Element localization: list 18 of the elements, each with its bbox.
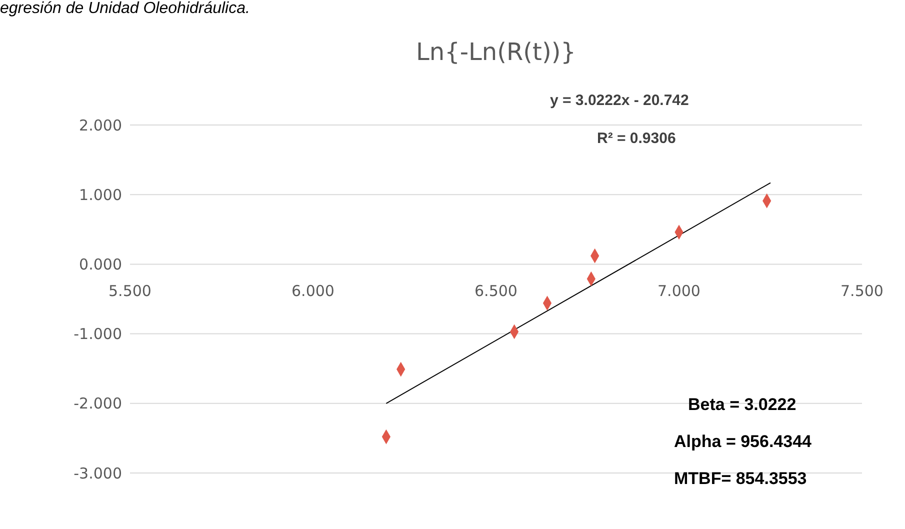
annotation: MTBF= 854.3553 (674, 469, 807, 489)
annotation: R² = 0.9306 (597, 130, 676, 147)
text: y = 3.0222x - 20.742 (550, 92, 689, 109)
y-tick-label: 0.000 (79, 256, 122, 274)
y-tick-label: -2.000 (74, 394, 122, 413)
y-tick-label: -3.000 (74, 464, 122, 482)
x-tick-label: 6.500 (474, 282, 518, 300)
annotation: Alpha = 956.4344 (674, 432, 812, 452)
y-tick-label: 2.000 (79, 116, 122, 134)
x-tick-label: 5.500 (108, 282, 152, 300)
annotation: Beta = 3.0222 (688, 395, 796, 415)
chart-title: Ln{-Ln(R(t))} (415, 38, 577, 66)
y-tick-label: 1.000 (79, 186, 122, 204)
x-tick-label: 7.000 (658, 282, 700, 300)
x-tick-label: 7.500 (840, 282, 884, 300)
x-tick-label: 6.000 (292, 282, 334, 300)
text: egresión de Unidad Oleohidráulica. (0, 0, 250, 18)
y-tick-label: -1.000 (74, 325, 122, 344)
